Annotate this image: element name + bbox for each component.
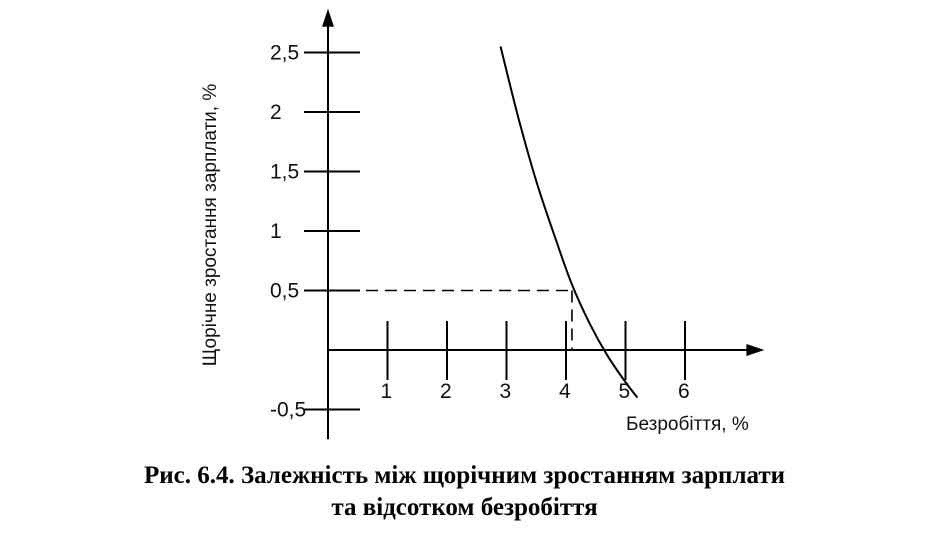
phillips-curve-line [499,46,639,399]
y-tick-label: 1 [270,220,282,243]
y-tick-label: 2,5 [270,42,299,65]
y-tick-label: 2 [270,101,282,124]
x-tick-label: 5 [619,380,631,403]
y-axis-title: Щорічне зростання зарплати, % [200,84,221,367]
x-tick-label: 3 [500,380,512,403]
x-axis-arrow [746,344,765,356]
y-tick-label: -0,5 [270,399,306,422]
x-tick-label: 4 [559,380,571,403]
y-axis-arrow [322,8,334,27]
y-tick-label: 1,5 [270,161,299,184]
chart: 2,5 2 1,5 1 0,5 -0,5 1 2 3 4 5 6 Щорічне зростання … [200,8,765,440]
x-tick-label: 6 [678,380,690,403]
x-tick-label: 1 [381,380,393,403]
x-tick-label: 2 [440,380,452,403]
y-tick-label: 0,5 [270,280,299,303]
series [499,46,639,399]
ticks: 2,5 2 1,5 1 0,5 -0,5 1 2 3 4 5 6 [270,42,690,422]
x-axis-title: Безробіття, % [626,414,749,435]
figure-caption-line-2: та відсотком безробіття [331,494,598,521]
figure-caption-line-1: Рис. 6.4. Залежність між щорічним зроста… [143,462,786,489]
reference-lines [328,289,573,350]
